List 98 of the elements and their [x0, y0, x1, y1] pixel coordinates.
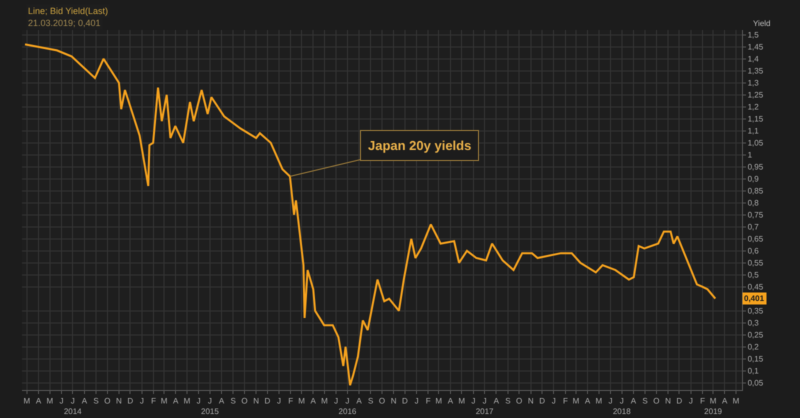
x-tick-label: J [140, 396, 144, 406]
x-tick-label: O [241, 396, 248, 406]
x-tick-label: A [494, 396, 500, 406]
x-tick-label: J [59, 396, 64, 406]
x-tick-label: M [458, 396, 466, 406]
y-tick-label: 0,7 [748, 222, 760, 232]
x-tick-label: A [722, 396, 728, 406]
x-tick-label: N [528, 396, 534, 406]
x-tick-label: M [46, 396, 54, 406]
x-tick-label: N [390, 396, 397, 406]
x-tick-label: J [196, 396, 201, 406]
x-tick-label: M 2019 [704, 396, 723, 416]
x-tick-label: J 2017 [476, 396, 494, 416]
x-tick-label: J 2018 [612, 396, 632, 416]
annotation: Japan 20y yields [368, 138, 472, 153]
y-tick-label: 1,2 [748, 102, 760, 112]
x-tick-label: J 2016 [338, 396, 357, 416]
y-tick-label: 0,75 [748, 210, 764, 220]
x-tick-label: O [104, 396, 110, 406]
y-tick-label: 0,85 [748, 186, 764, 196]
x-tick-label: M [572, 396, 580, 406]
x-tick-label: S [505, 396, 511, 406]
x-tick-label: A [448, 396, 454, 406]
y-tick-label: 1,1 [748, 126, 760, 136]
x-tick-label: O [516, 396, 522, 406]
x-tick-label: F [288, 396, 294, 406]
x-tick-label: O [653, 396, 660, 406]
x-tick-label: A [356, 396, 362, 406]
y-tick-label: 0,15 [748, 354, 764, 364]
x-tick-label: M [184, 396, 191, 406]
y-tick-label: 0,3 [748, 318, 760, 328]
x-tick-label: N [253, 396, 260, 406]
x-tick-label: J [277, 396, 282, 406]
x-tick-label: F [151, 396, 156, 406]
x-tick-label: S [642, 396, 648, 406]
x-tick-label: J [552, 396, 556, 406]
x-tick-label: S [93, 396, 99, 406]
y-tick-label: 0,5 [748, 270, 760, 280]
y-tick-label: 0,95 [748, 162, 764, 172]
x-tick-label: M [435, 396, 442, 406]
x-tick-label: J 2014 [64, 396, 82, 416]
y-tick-label: 0,45 [748, 282, 764, 292]
y-tick-label: 0,6 [748, 246, 760, 256]
x-tick-label: N [665, 396, 672, 406]
chart-subtitle: 21.03.2019; 0,401 [28, 18, 101, 28]
x-tick-label: A [36, 396, 42, 406]
y-tick-label: 1 [748, 150, 753, 160]
x-tick-label: M [298, 396, 306, 406]
y-tick-label: 1,4 [748, 54, 760, 64]
x-tick-label: M [321, 396, 328, 406]
y-tick-label: 1,25 [748, 90, 764, 100]
y-tick-label: 0,25 [748, 330, 764, 340]
x-tick-label: A [82, 396, 88, 406]
x-tick-label: D [676, 396, 682, 406]
x-tick-label: A [173, 396, 180, 406]
y-tick-label: 1,35 [748, 66, 764, 76]
line-series [24, 43, 716, 386]
x-tick-label: D [264, 396, 270, 406]
y-tick-label: 1,15 [748, 114, 764, 124]
y-axis-title: Yield [753, 19, 770, 28]
x-tick-label: S [230, 396, 236, 406]
x-tick-label: M [24, 396, 31, 406]
y-tick-label: 1,3 [748, 78, 760, 88]
y-tick-label: 0,8 [748, 198, 760, 208]
x-tick-label: J [608, 396, 612, 406]
chart-title: Line; Bid Yield(Last) [28, 6, 108, 16]
x-tick-label: N [116, 396, 122, 406]
x-tick-label: M [732, 396, 740, 406]
x-tick-label: D [539, 396, 546, 406]
y-tick-label: 0,1 [748, 366, 760, 376]
y-tick-label: 0,2 [748, 342, 760, 352]
x-tick-label: O [378, 396, 386, 406]
x-tick-label: S [368, 396, 374, 406]
x-tick-label: J [471, 396, 476, 406]
x-tick-label: J 2015 [200, 396, 220, 416]
x-tick-label: F [426, 396, 431, 406]
x-tick-label: M [160, 396, 168, 406]
x-tick-label: A [218, 396, 225, 406]
y-tick-label: 1,45 [748, 42, 764, 52]
x-tick-label: D [127, 396, 134, 406]
x-tick-label: A [584, 396, 591, 406]
x-tick-label: F [700, 396, 706, 406]
x-tick-label: J [334, 396, 338, 406]
x-tick-label: M [595, 396, 602, 406]
x-tick-label: A [630, 396, 637, 406]
x-tick-label: D [402, 396, 408, 406]
y-tick-label: 0,05 [748, 378, 764, 388]
x-tick-label: F [562, 396, 568, 406]
x-tick-label: J [688, 396, 693, 406]
y-tick-label: 1,5 [748, 30, 760, 40]
y-tick-label: 0,35 [748, 306, 764, 316]
x-tick-label: A [310, 396, 317, 406]
y-tick-label: 0,65 [748, 234, 764, 244]
y-tick-label: 0,55 [748, 258, 764, 268]
y-tick-label: 1,05 [748, 138, 764, 148]
x-tick-label: J [414, 396, 419, 406]
y-tick-label: 0,9 [748, 174, 760, 184]
annotation: 0,401 [744, 294, 765, 303]
